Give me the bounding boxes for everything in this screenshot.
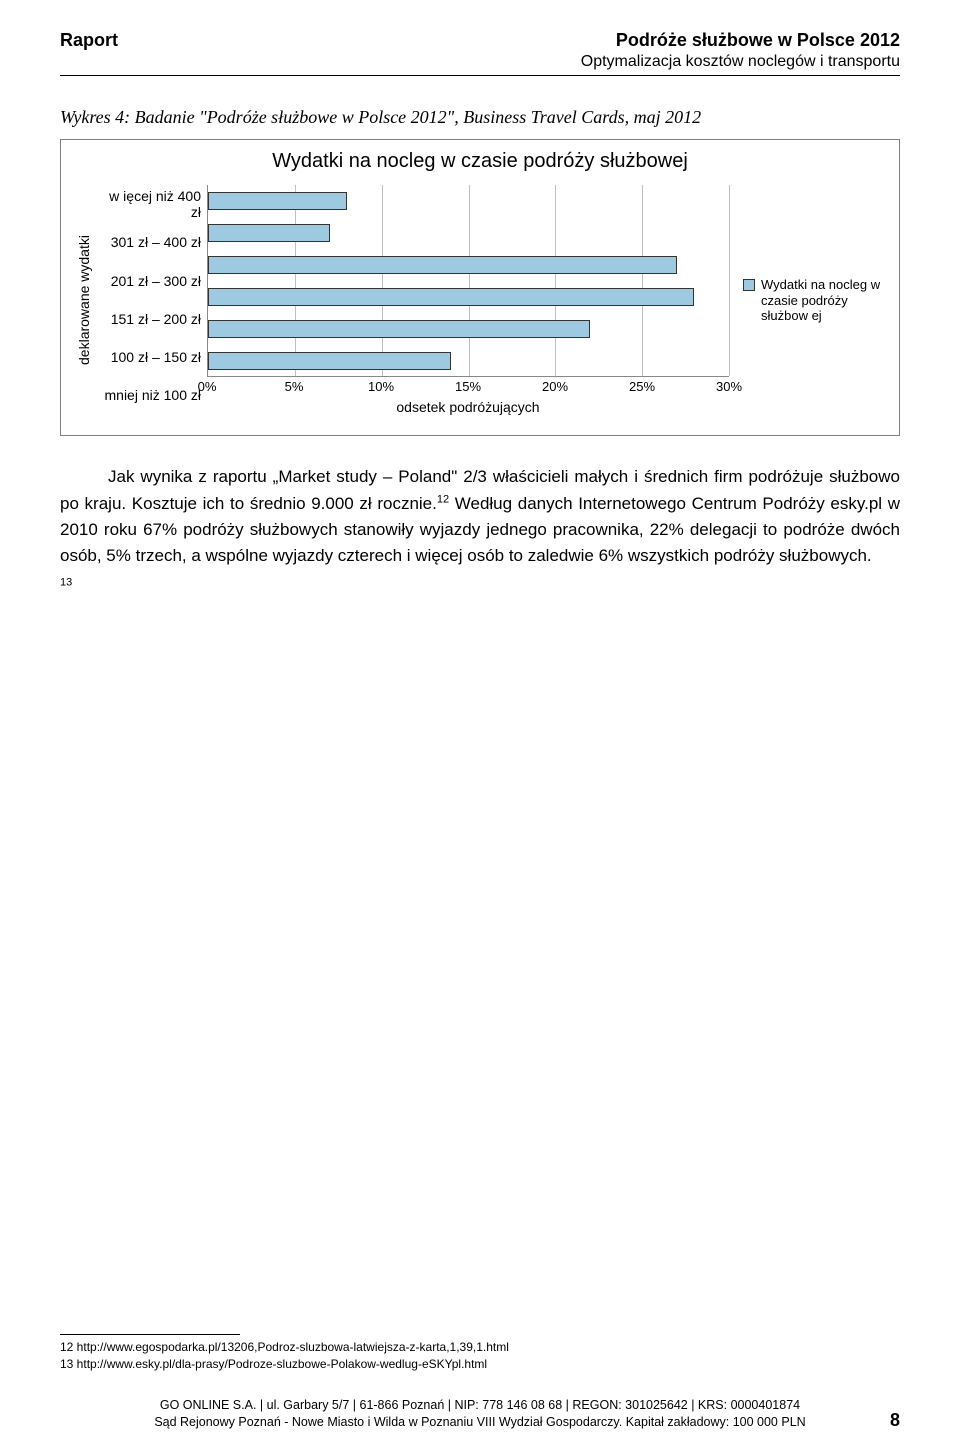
- chart-bar: [208, 320, 590, 338]
- chart-gridline: [642, 185, 643, 376]
- chart-gridline: [729, 185, 730, 376]
- header-title: Podróże służbowe w Polsce 2012: [581, 30, 900, 51]
- chart-xtick-label: 20%: [542, 379, 568, 394]
- chart-caption: Wykres 4: Badanie "Podróże służbowe w Po…: [60, 106, 900, 129]
- footer-line-1: GO ONLINE S.A. | ul. Garbary 5/7 | 61-86…: [60, 1397, 900, 1414]
- chart-xtick-label: 5%: [285, 379, 304, 394]
- chart-container: Wydatki na nocleg w czasie podróży służb…: [60, 139, 900, 436]
- chart-xlabel: odsetek podróżujących: [207, 399, 729, 415]
- header-right: Podróże służbowe w Polsce 2012 Optymaliz…: [581, 30, 900, 71]
- body-paragraph: Jak wynika z raportu „Market study – Pol…: [60, 464, 900, 569]
- chart-xticks: 0%5%10%15%20%25%30%: [207, 377, 729, 397]
- header-rule: [60, 75, 900, 76]
- chart-xtick-label: 10%: [368, 379, 394, 394]
- chart-bar: [208, 352, 451, 370]
- chart-bar: [208, 224, 330, 242]
- chart-category-label: 301 zł – 400 zł: [97, 227, 201, 259]
- chart-body: deklarowane wydatki w ięcej niż 400 zł 30…: [71, 185, 889, 415]
- header-subtitle: Optymalizacja kosztów noclegów i transpo…: [581, 53, 900, 71]
- footnote-ref-13: 13: [60, 576, 72, 588]
- chart-category-label: w ięcej niż 400 zł: [97, 189, 201, 221]
- chart-gridline: [469, 185, 470, 376]
- page-footer: GO ONLINE S.A. | ul. Garbary 5/7 | 61-86…: [60, 1397, 900, 1431]
- chart-gridline: [555, 185, 556, 376]
- footer-line-2: Sąd Rejonowy Poznań - Nowe Miasto i Wild…: [60, 1414, 900, 1431]
- chart-category-column: w ięcej niż 400 zł 301 zł – 400 zł 201 zł …: [97, 185, 207, 415]
- footnotes: 12 http://www.egospodarka.pl/13206,Podro…: [60, 1334, 900, 1373]
- chart-category-label: 151 zł – 200 zł: [97, 304, 201, 336]
- chart-xtick-label: 25%: [629, 379, 655, 394]
- header-left: Raport: [60, 30, 118, 51]
- page-header: Raport Podróże służbowe w Polsce 2012 Op…: [60, 30, 900, 71]
- chart-title: Wydatki na nocleg w czasie podróży służb…: [71, 150, 889, 173]
- chart-gridline: [295, 185, 296, 376]
- footnote-12: 12 http://www.egospodarka.pl/13206,Podro…: [60, 1339, 900, 1356]
- legend-text: Wydatki na nocleg w czasie podróży służb…: [761, 277, 889, 324]
- chart-ylabel-column: deklarowane wydatki: [71, 185, 97, 415]
- chart-legend-column: Wydatki na nocleg w czasie podróży służb…: [729, 185, 889, 415]
- chart-xtick-label: 0%: [198, 379, 217, 394]
- body-footnote-ref-13-line: 13: [60, 574, 900, 600]
- chart-category-label: mniej niż 100 zł: [97, 380, 201, 412]
- chart-bar: [208, 288, 694, 306]
- footnote-rule: [60, 1334, 240, 1335]
- chart-gridline: [382, 185, 383, 376]
- chart-legend: Wydatki na nocleg w czasie podróży służb…: [743, 277, 889, 324]
- legend-swatch: [743, 279, 755, 291]
- body-text: Jak wynika z raportu „Market study – Pol…: [60, 464, 900, 600]
- chart-bar: [208, 192, 347, 210]
- chart-plot-area: [207, 185, 729, 377]
- chart-xtick-label: 30%: [716, 379, 742, 394]
- page-number: 8: [890, 1410, 900, 1431]
- chart-bar: [208, 256, 677, 274]
- footnote-ref-12: 12: [437, 493, 449, 505]
- chart-xtick-label: 15%: [455, 379, 481, 394]
- footnote-13: 13 http://www.esky.pl/dla-prasy/Podroze-…: [60, 1356, 900, 1373]
- chart-plot-column: 0%5%10%15%20%25%30% odsetek podróżującyc…: [207, 185, 729, 415]
- chart-category-label: 201 zł – 300 zł: [97, 265, 201, 297]
- chart-ylabel: deklarowane wydatki: [76, 235, 92, 365]
- chart-category-label: 100 zł – 150 zł: [97, 342, 201, 374]
